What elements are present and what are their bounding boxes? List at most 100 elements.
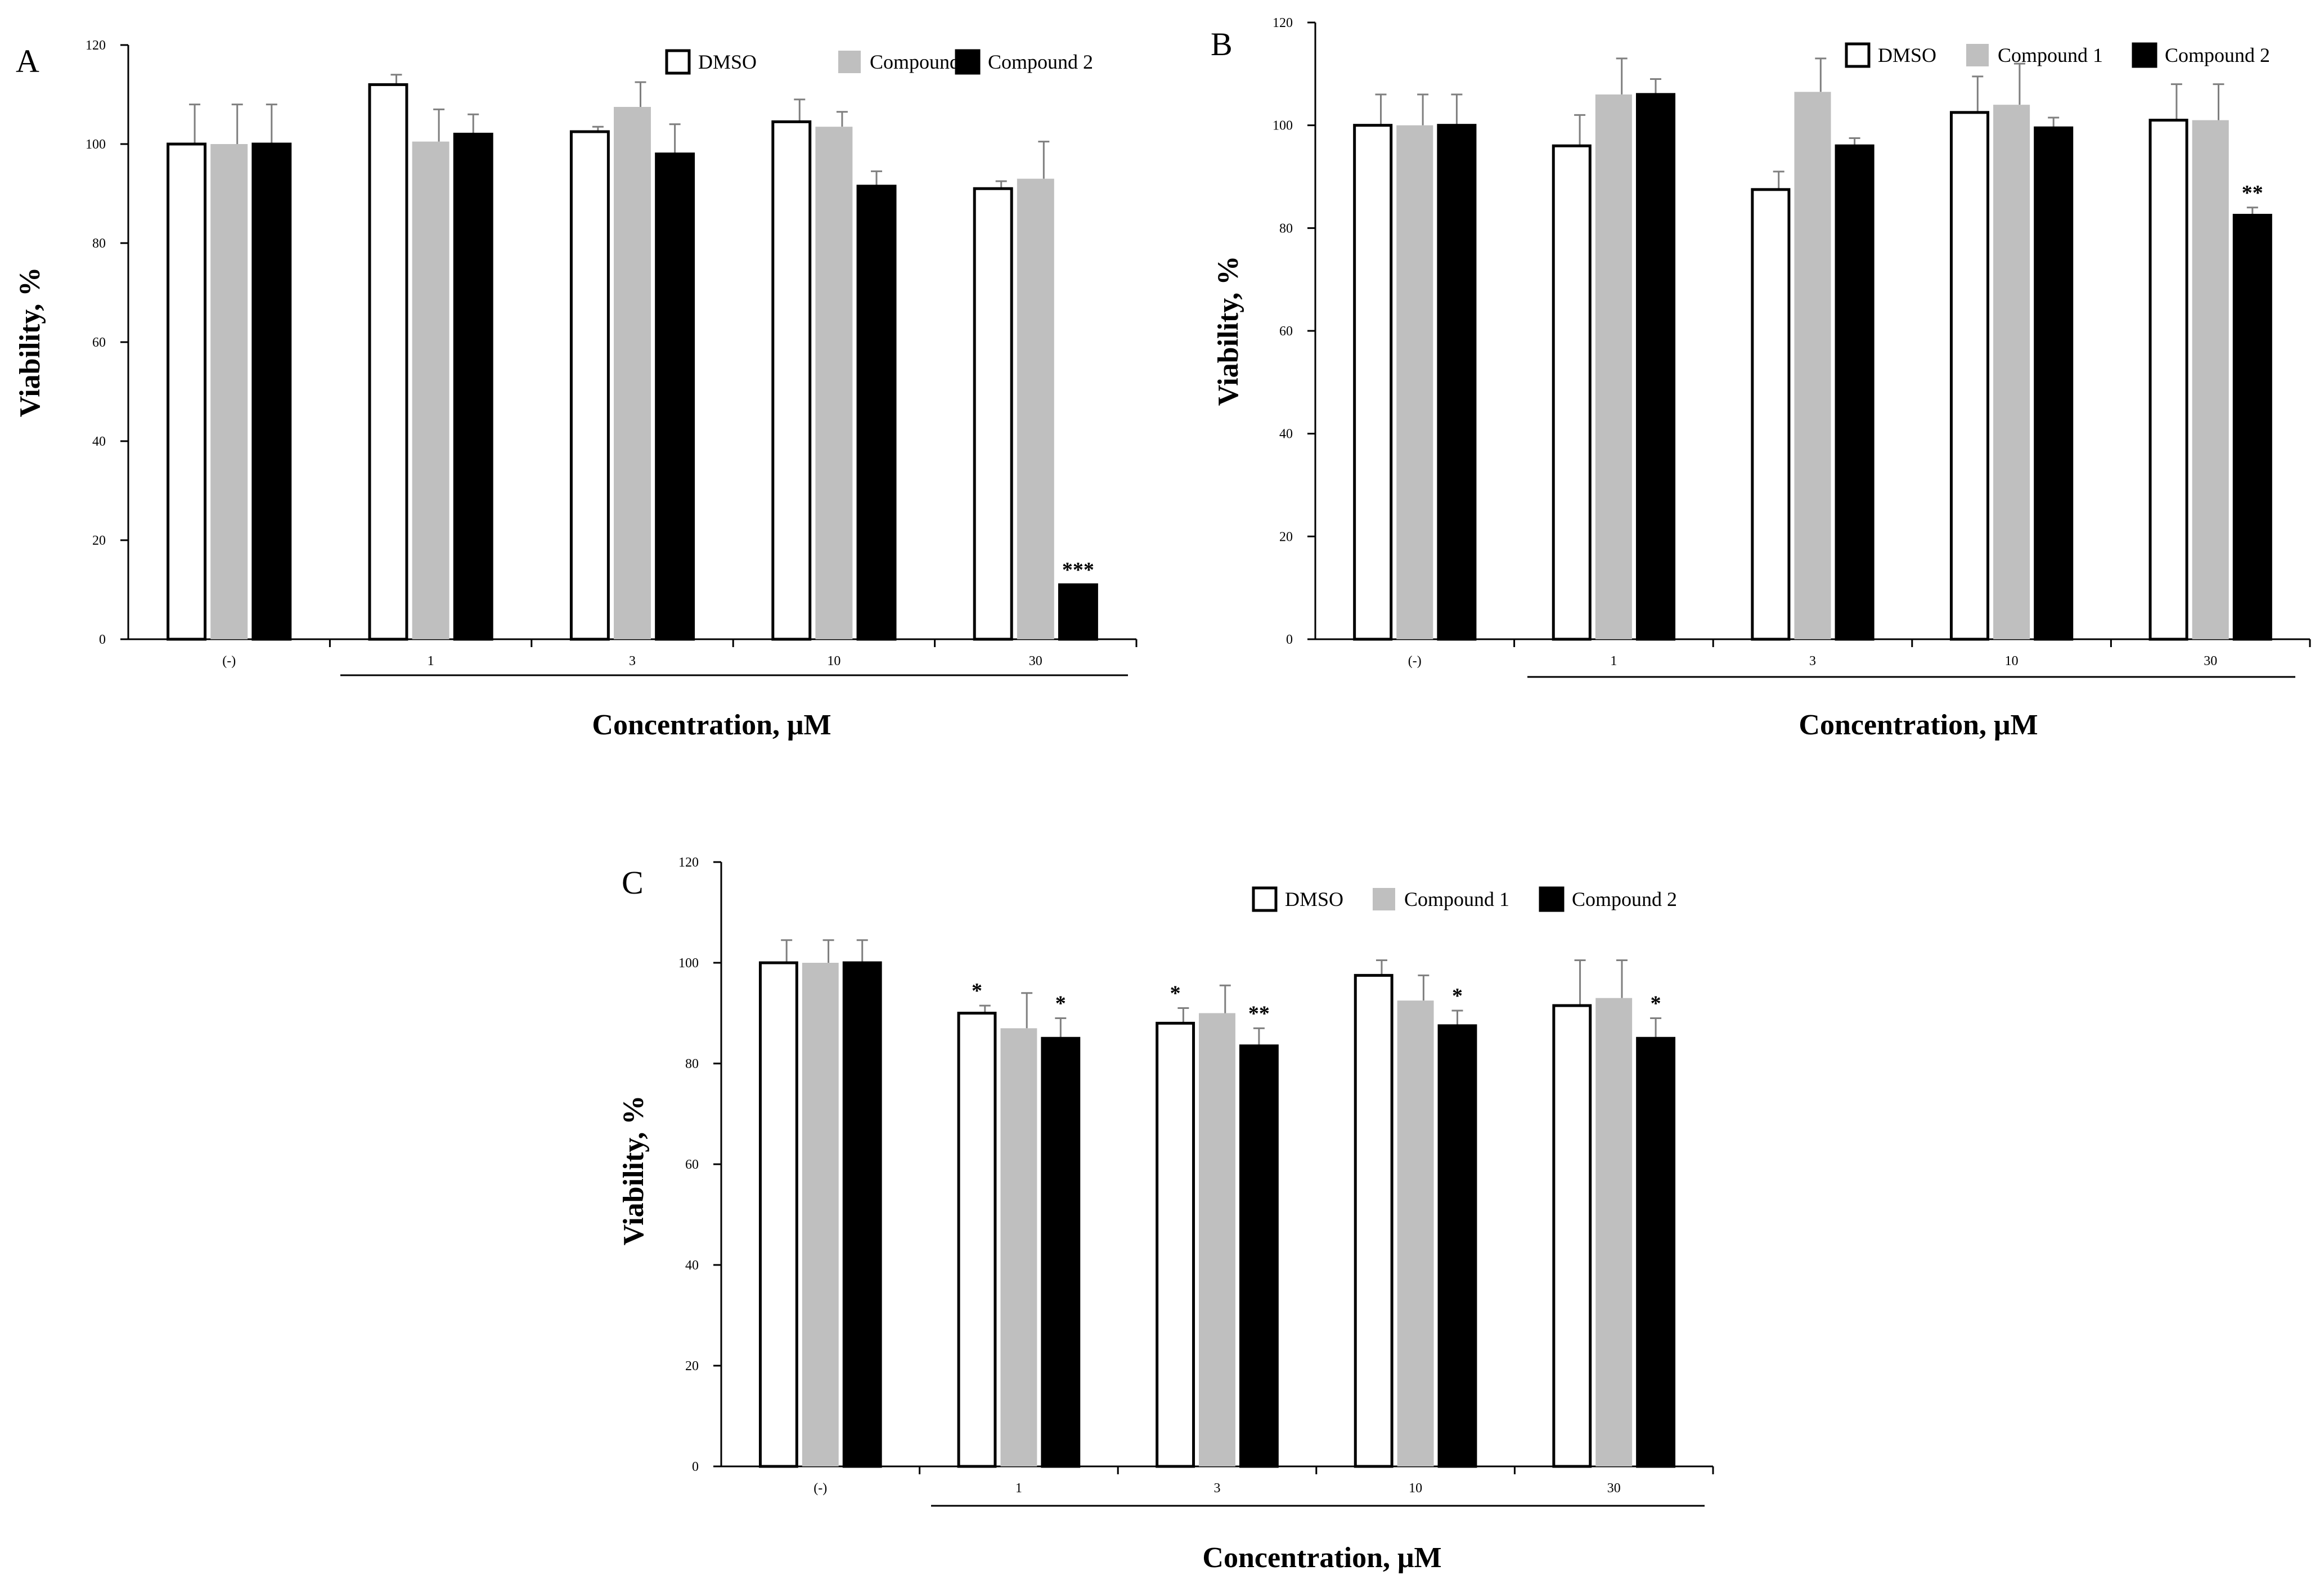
y-tick-label: 0 <box>99 632 106 647</box>
bar-dmso <box>758 961 798 1468</box>
legend: DMSO Compound 1 Compound 2 <box>1845 42 2270 68</box>
bar-compound-1 <box>412 141 449 640</box>
bar-compound-1 <box>1000 1028 1037 1466</box>
y-tick-label: 120 <box>678 855 699 870</box>
bar-compound-2 <box>842 961 882 1468</box>
legend-label: DMSO <box>698 51 757 73</box>
bar-dmso <box>1156 1021 1195 1468</box>
bar-compound-2 <box>1437 1024 1477 1468</box>
panel-label: B <box>1211 26 1233 62</box>
bar-compound-2 <box>1041 1036 1081 1468</box>
x-tick-label: 30 <box>1029 654 1042 668</box>
y-tick-label: 80 <box>685 1057 699 1071</box>
bar-compound-2 <box>1239 1044 1279 1468</box>
y-tick-label: 60 <box>1279 324 1293 339</box>
legend-swatch <box>1539 886 1565 912</box>
bar-compound-2 <box>1636 1036 1676 1468</box>
y-axis-label: Viability, % <box>1212 256 1244 406</box>
chart-panel-b: B 0 20 40 60 80 100 120 (-) 1 3 10 30 ** Concentration… <box>1211 16 2311 741</box>
legend: DMSO Compound 1 Compound 2 <box>1252 886 1677 912</box>
significance-marker: * <box>1055 991 1066 1015</box>
bar-compound-1 <box>1595 94 1632 639</box>
legend-swatch <box>1966 44 1989 66</box>
bar-compound-2 <box>1835 144 1875 641</box>
x-tick-label: 3 <box>629 654 636 668</box>
bar-compound-2 <box>251 142 292 641</box>
y-tick-label: 100 <box>1273 119 1293 133</box>
x-axis-label: Concentration, μM <box>592 709 831 741</box>
y-tick-label: 120 <box>86 38 106 53</box>
legend-label: DMSO <box>1285 888 1343 910</box>
bar-dmso <box>569 130 610 641</box>
legend-swatch <box>838 51 861 73</box>
x-tick-label: 10 <box>1409 1481 1422 1496</box>
y-tick-label: 100 <box>678 956 699 971</box>
bar-compound-1 <box>1794 92 1831 640</box>
bar-compound-2 <box>1437 124 1477 641</box>
bar-dmso <box>1949 111 1990 641</box>
bar-compound-2 <box>655 152 695 641</box>
bar-compound-2 <box>2034 126 2074 641</box>
bar-compound-1 <box>210 144 248 639</box>
y-tick-label: 0 <box>692 1460 699 1474</box>
bar-dmso <box>973 187 1013 641</box>
x-tick-label: 30 <box>1607 1481 1621 1496</box>
legend-label: DMSO <box>1878 44 1936 66</box>
legend-label: Compound 1 <box>1998 44 2103 66</box>
y-tick-label: 80 <box>1279 221 1293 236</box>
y-tick-label: 20 <box>685 1359 699 1374</box>
y-axis-label: Viability, % <box>14 267 46 418</box>
x-tick-label: 1 <box>1610 654 1617 668</box>
bar-compound-1 <box>802 963 839 1466</box>
bar-dmso <box>771 120 812 641</box>
y-tick-label: 40 <box>685 1258 699 1273</box>
bar-dmso <box>368 83 408 641</box>
significance-marker: ** <box>2242 181 2263 205</box>
bar-compound-1 <box>1595 998 1633 1466</box>
y-tick-label: 0 <box>1286 632 1293 647</box>
legend-swatch <box>2132 42 2157 68</box>
panel-label: A <box>16 43 39 79</box>
x-tick-label: 1 <box>428 654 434 668</box>
significance-marker: * <box>1651 991 1661 1015</box>
bar-compound-2 <box>2232 214 2272 641</box>
bar-compound-2 <box>1058 583 1098 641</box>
bar-compound-1 <box>614 107 651 639</box>
bar-compound-1 <box>815 127 853 639</box>
y-tick-label: 100 <box>86 137 106 152</box>
x-tick-label: (-) <box>1408 654 1422 668</box>
bar-dmso <box>167 142 207 641</box>
legend-swatch <box>1845 42 1871 68</box>
x-axis-label: Concentration, μM <box>1799 709 2038 741</box>
bar-compound-1 <box>1199 1013 1235 1466</box>
y-tick-label: 120 <box>1273 16 1293 30</box>
chart-panel-a: A 0 20 40 60 80 100 120 (-) 1 3 10 30 *** Concentratio… <box>14 38 1138 741</box>
panel-label: C <box>622 864 644 901</box>
legend-swatch <box>955 49 981 75</box>
y-tick-label: 40 <box>92 434 106 449</box>
x-tick-label: 3 <box>1809 654 1816 668</box>
bar-dmso <box>2148 119 2188 641</box>
bar-compound-1 <box>1993 105 2030 640</box>
y-tick-label: 80 <box>92 236 106 251</box>
bar-dmso <box>1354 973 1393 1468</box>
legend-swatch <box>665 49 691 75</box>
bar-compound-1 <box>1396 125 1433 639</box>
bar-compound-1 <box>2192 120 2229 640</box>
bar-dmso <box>1353 124 1393 641</box>
bar-compound-2 <box>453 132 493 641</box>
x-tick-label: 10 <box>827 654 840 668</box>
significance-marker: * <box>972 979 982 1003</box>
legend-label: Compound 2 <box>2165 44 2270 66</box>
y-tick-label: 40 <box>1279 427 1293 442</box>
y-axis-label: Viability, % <box>618 1096 650 1246</box>
y-tick-label: 60 <box>685 1157 699 1172</box>
x-tick-label: 3 <box>1214 1481 1221 1496</box>
x-tick-label: (-) <box>813 1481 827 1496</box>
bar-dmso <box>1552 144 1592 641</box>
y-tick-label: 20 <box>1279 530 1293 544</box>
legend-label: Compound 1 <box>1404 888 1509 910</box>
bar-dmso <box>1751 188 1791 641</box>
